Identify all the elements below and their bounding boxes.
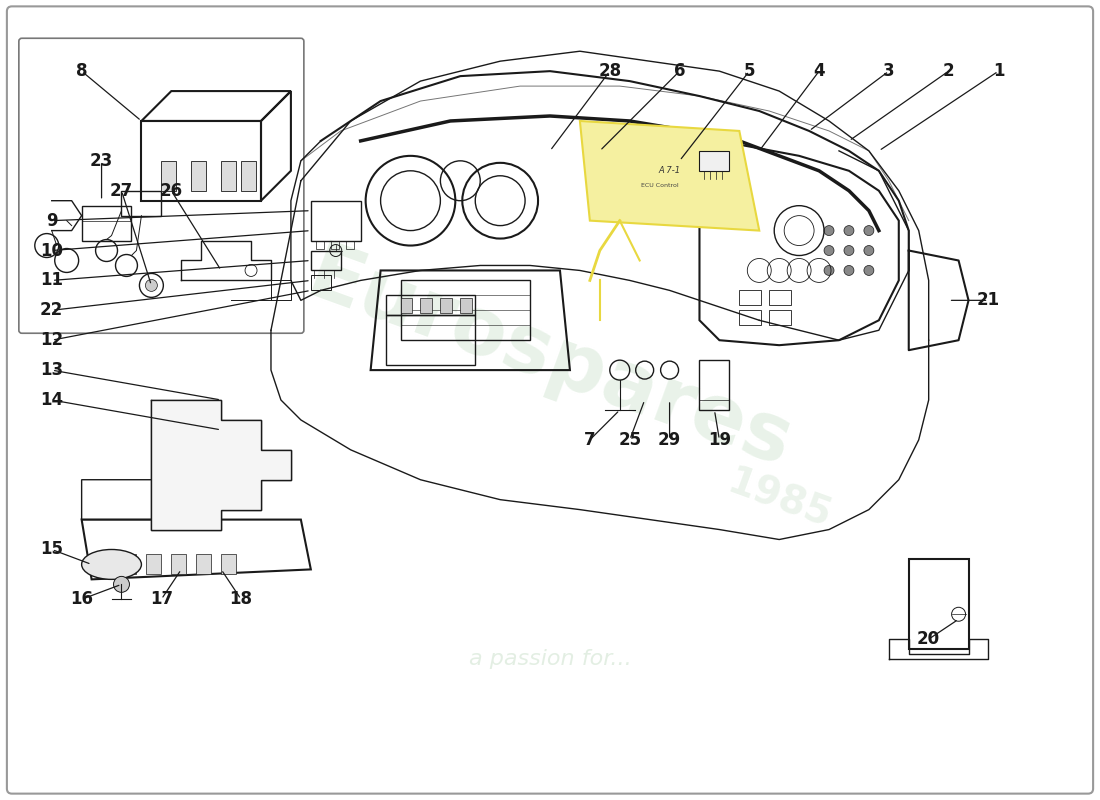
Text: 22: 22 [40, 302, 64, 319]
Bar [769, 290, 791, 306]
Bar [311, 250, 341, 270]
Bar [241, 161, 256, 190]
Circle shape [844, 266, 854, 275]
Circle shape [864, 246, 873, 255]
Text: Eurospares: Eurospares [297, 236, 803, 484]
Circle shape [864, 266, 873, 275]
Circle shape [113, 576, 130, 592]
Bar [386, 315, 475, 365]
Text: 8: 8 [76, 62, 87, 80]
Bar [172, 554, 186, 574]
Text: 26: 26 [160, 182, 183, 200]
Text: 13: 13 [41, 361, 64, 379]
Bar [345, 241, 354, 249]
Text: a passion for...: a passion for... [469, 649, 631, 669]
Text: 18: 18 [230, 590, 253, 608]
Bar [311, 201, 361, 241]
Circle shape [145, 279, 157, 291]
Bar [311, 275, 331, 290]
Text: 27: 27 [110, 182, 133, 200]
Text: 21: 21 [977, 291, 1000, 310]
Text: 23: 23 [90, 152, 113, 170]
Bar [221, 554, 236, 574]
Text: ECU Control: ECU Control [641, 183, 679, 188]
Bar [739, 310, 761, 326]
Text: 17: 17 [150, 590, 173, 608]
Bar [769, 310, 791, 326]
Text: 11: 11 [41, 271, 63, 290]
Text: 16: 16 [70, 590, 94, 608]
Text: 10: 10 [41, 242, 63, 259]
Bar [700, 151, 729, 170]
Text: 20: 20 [917, 630, 940, 648]
Bar [81, 206, 132, 241]
Bar [386, 295, 475, 315]
Circle shape [824, 266, 834, 275]
Text: 9: 9 [46, 212, 57, 230]
Text: 29: 29 [658, 431, 681, 449]
Bar [739, 290, 761, 306]
Polygon shape [580, 121, 759, 230]
FancyBboxPatch shape [7, 6, 1093, 794]
Bar [221, 161, 236, 190]
Text: 28: 28 [598, 62, 622, 80]
Bar [909, 559, 968, 649]
Bar [420, 298, 432, 314]
Text: 15: 15 [41, 541, 63, 558]
Bar [121, 554, 136, 574]
Text: 7: 7 [584, 431, 596, 449]
Text: 2: 2 [943, 62, 955, 80]
Text: 3: 3 [883, 62, 894, 80]
FancyBboxPatch shape [19, 38, 304, 334]
Text: 12: 12 [41, 331, 64, 350]
Text: 6: 6 [674, 62, 685, 80]
Bar [400, 298, 412, 314]
Text: 19: 19 [707, 431, 732, 449]
Bar [146, 554, 162, 574]
Bar [316, 241, 323, 249]
Circle shape [864, 226, 873, 235]
Bar [191, 161, 206, 190]
Bar [121, 190, 162, 216]
Text: 14: 14 [41, 391, 64, 409]
Bar [162, 161, 176, 190]
Text: 5: 5 [744, 62, 755, 80]
Bar [331, 241, 339, 249]
Bar [440, 298, 452, 314]
Bar [460, 298, 472, 314]
Polygon shape [152, 400, 290, 530]
Text: 1985: 1985 [722, 463, 836, 536]
Circle shape [824, 226, 834, 235]
Bar [196, 554, 211, 574]
Circle shape [844, 246, 854, 255]
Text: 4: 4 [813, 62, 825, 80]
Ellipse shape [81, 550, 142, 579]
Circle shape [844, 226, 854, 235]
Text: 1: 1 [992, 62, 1004, 80]
Circle shape [824, 246, 834, 255]
Bar [700, 360, 729, 410]
Text: 25: 25 [618, 431, 641, 449]
Text: A 7-1: A 7-1 [659, 166, 681, 175]
Bar [400, 281, 530, 340]
